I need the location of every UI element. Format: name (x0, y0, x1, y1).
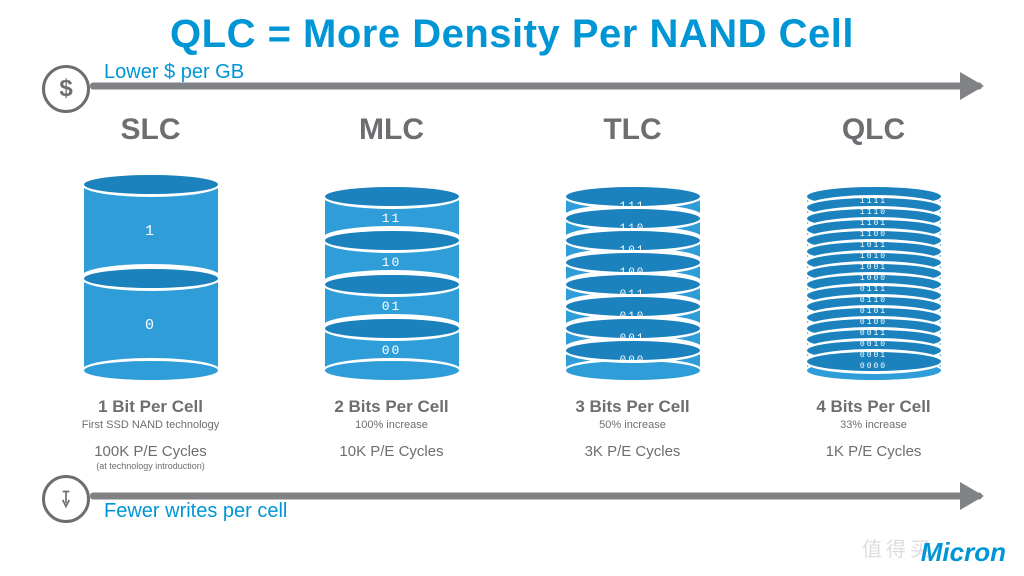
disk-label: 1110 (804, 208, 944, 217)
column-title: MLC (359, 113, 424, 147)
column-title: SLC (121, 113, 181, 147)
disk-label: 00 (322, 343, 462, 358)
pe-cycles: 3K P/E Cycles (585, 443, 681, 460)
disk-label: 01 (322, 299, 462, 314)
disk-label: 1 (81, 223, 221, 240)
bottom-arrow: Fewer writes per cell (42, 475, 982, 517)
disk-label: 001 (563, 333, 703, 345)
pe-cycles: 1K P/E Cycles (826, 443, 922, 460)
column-slc: SLC101 Bit Per CellFirst SSD NAND techno… (30, 113, 271, 471)
disk: 00 (322, 316, 462, 383)
arrow-head-icon (960, 482, 984, 510)
top-arrow: $ Lower $ per GB (42, 65, 982, 107)
pe-cycles: 10K P/E Cycles (339, 443, 443, 460)
disk-label: 1011 (804, 241, 944, 250)
disk-label: 1000 (804, 274, 944, 283)
stack: 1111 1110 1101 1100 1011 1010 1001 1000 0111 0110… (804, 153, 944, 383)
increase-label: First SSD NAND technology (82, 419, 220, 431)
stack: 10 (81, 153, 221, 383)
arrow-head-icon (960, 72, 984, 100)
disk-label: 0010 (804, 340, 944, 349)
disk-label: 111 (563, 201, 703, 213)
stack: 11 10 01 00 (322, 153, 462, 383)
disk-label: 0001 (804, 351, 944, 360)
disk-label: 0 (81, 317, 221, 334)
disk-label: 000 (563, 355, 703, 367)
column-tlc: TLC 111 110 101 100 011 010 001 000 3 Bits Per Ce… (512, 113, 753, 471)
disk-label: 100 (563, 267, 703, 279)
disk: 0 (81, 266, 221, 383)
increase-label: 50% increase (599, 419, 666, 431)
bits-per-cell: 3 Bits Per Cell (575, 397, 689, 417)
disk-label: 101 (563, 245, 703, 257)
arrow-line (90, 83, 982, 90)
micron-logo: Micron (921, 537, 1006, 568)
disk-label: 10 (322, 255, 462, 270)
dollar-icon: $ (42, 65, 90, 113)
page-title: QLC = More Density Per NAND Cell (0, 12, 1024, 57)
bits-per-cell: 4 Bits Per Cell (816, 397, 930, 417)
pe-cycles: 100K P/E Cycles (94, 443, 207, 460)
column-mlc: MLC 11 10 01 00 2 Bits Per Cell 100% increase 1… (271, 113, 512, 471)
bottom-arrow-label: Fewer writes per cell (104, 500, 287, 523)
column-qlc: QLC 1111 1110 1101 1100 1011 1010 1001 1000 0111 0… (753, 113, 994, 471)
top-arrow-label: Lower $ per GB (104, 61, 244, 84)
disk-label: 1111 (804, 197, 944, 206)
increase-label: 33% increase (840, 419, 907, 431)
disk-label: 011 (563, 289, 703, 301)
disk-label: 0110 (804, 296, 944, 305)
pencil-icon (42, 475, 90, 523)
disk-label: 0000 (804, 362, 944, 371)
bits-per-cell: 1 Bit Per Cell (98, 397, 203, 417)
arrow-line (90, 493, 982, 500)
column-title: QLC (842, 113, 905, 147)
disk-label: 0011 (804, 329, 944, 338)
column-title: TLC (603, 113, 661, 147)
increase-label: 100% increase (355, 419, 428, 431)
columns-container: SLC101 Bit Per CellFirst SSD NAND techno… (30, 113, 994, 471)
bits-per-cell: 2 Bits Per Cell (334, 397, 448, 417)
disk-label: 1100 (804, 230, 944, 239)
disk-label: 1010 (804, 252, 944, 261)
stack: 111 110 101 100 011 010 001 000 (563, 153, 703, 383)
disk-label: 11 (322, 211, 462, 226)
disk-label: 1001 (804, 263, 944, 272)
disk-label: 010 (563, 311, 703, 323)
disk-label: 0111 (804, 285, 944, 294)
disk-label: 1101 (804, 219, 944, 228)
pe-note: (at technology introduction) (96, 461, 205, 471)
disk-label: 0101 (804, 307, 944, 316)
disk-label: 110 (563, 223, 703, 235)
disk-label: 0100 (804, 318, 944, 327)
